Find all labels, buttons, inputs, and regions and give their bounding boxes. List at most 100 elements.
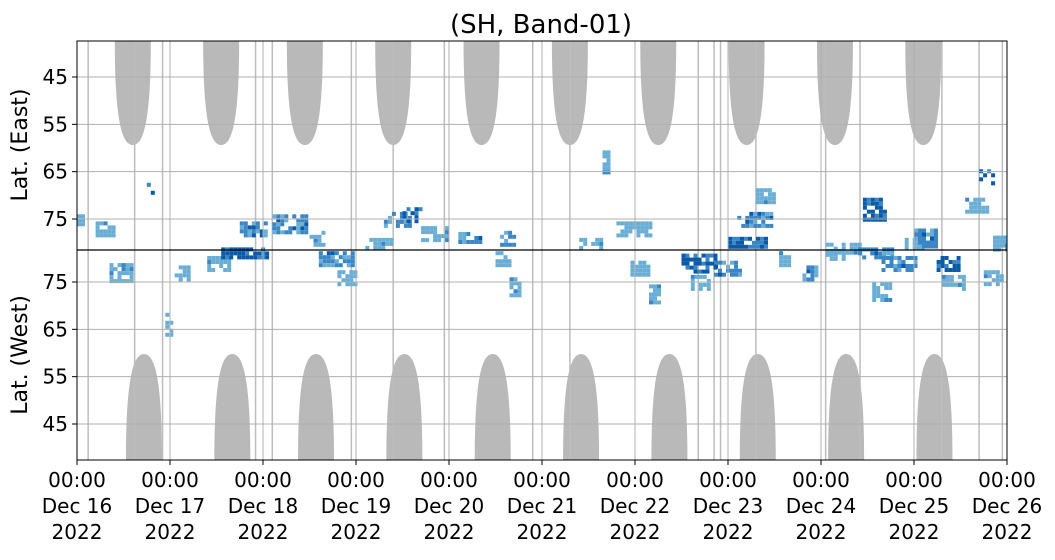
- echo-cell: [508, 242, 513, 247]
- echo-cell: [317, 234, 322, 239]
- echo-cell: [288, 226, 293, 231]
- echo-cell: [749, 211, 754, 216]
- x-tick-label: Dec 19: [321, 494, 392, 518]
- echo-cell: [714, 260, 718, 265]
- x-tick-label: 2022: [517, 520, 568, 544]
- no-data-region-top: [286, 41, 323, 145]
- echo-cell: [255, 225, 260, 230]
- echo-cell: [876, 294, 881, 298]
- echo-cell: [787, 259, 792, 264]
- echo-cell: [872, 290, 877, 294]
- echo-cell: [579, 245, 584, 250]
- echo-cell: [321, 230, 326, 235]
- echo-cell: [223, 268, 228, 272]
- echo-cell: [874, 217, 879, 222]
- echo-cell: [653, 284, 657, 289]
- echo-cell: [318, 251, 323, 256]
- echo-cell: [624, 229, 629, 234]
- echo-cell: [109, 267, 114, 272]
- echo-cell: [979, 177, 984, 182]
- echo-cell: [243, 233, 248, 238]
- echo-cell: [211, 260, 216, 264]
- echo-cell: [904, 237, 909, 242]
- echo-cell: [961, 286, 966, 291]
- echo-cell: [689, 257, 694, 262]
- x-tick-label: Dec 18: [228, 494, 299, 518]
- echo-cell: [685, 257, 690, 262]
- echo-cell: [125, 279, 130, 284]
- echo-cell: [474, 236, 479, 240]
- echo-cell: [1005, 235, 1007, 240]
- echo-cell: [595, 241, 600, 246]
- echo-cell: [649, 284, 653, 289]
- echo-cell: [969, 205, 974, 210]
- echo-cell: [953, 282, 958, 287]
- echo-cell: [693, 269, 698, 274]
- echo-cell: [579, 237, 584, 242]
- echo-cell: [987, 274, 992, 279]
- echo-cell: [229, 251, 234, 256]
- echo-cell: [638, 268, 643, 273]
- echo-cell: [111, 229, 116, 234]
- echo-cell: [111, 225, 116, 230]
- echo-cell: [866, 209, 871, 214]
- echo-cell: [912, 241, 917, 246]
- echo-cell: [771, 196, 776, 201]
- echo-cell: [129, 275, 134, 280]
- echo-cell: [705, 265, 710, 270]
- echo-cell: [225, 251, 230, 256]
- echo-cell: [872, 286, 877, 290]
- echo-cell: [698, 282, 703, 287]
- echo-cell: [752, 240, 756, 245]
- echo-cell: [350, 263, 355, 268]
- echo-cell: [640, 221, 645, 226]
- echo-cell: [414, 207, 419, 212]
- echo-cell: [936, 268, 941, 272]
- echo-cell: [508, 234, 513, 239]
- echo-cell: [265, 251, 270, 256]
- echo-cell: [753, 215, 758, 220]
- echo-cell: [219, 264, 224, 268]
- echo-cell: [905, 268, 910, 272]
- x-tick-label: 00:00: [420, 468, 478, 492]
- echo-cell: [693, 265, 698, 270]
- echo-cell: [741, 223, 746, 228]
- echo-cell: [874, 197, 879, 202]
- echo-cell: [930, 244, 934, 249]
- echo-cell: [334, 263, 339, 268]
- echo-cell: [276, 226, 281, 231]
- echo-cell: [602, 162, 607, 167]
- y-tick-label-east: 75: [43, 207, 68, 231]
- echo-cell: [936, 260, 941, 264]
- echo-cell: [276, 218, 281, 223]
- echo-cell: [779, 259, 784, 264]
- echo-cell: [759, 196, 764, 201]
- echo-cell: [321, 242, 326, 247]
- echo-cell: [833, 256, 838, 261]
- echo-cell: [732, 236, 736, 241]
- echo-cell: [606, 154, 611, 159]
- echo-cell: [878, 205, 883, 210]
- echo-cell: [922, 240, 926, 245]
- echo-cell: [884, 286, 889, 290]
- echo-cell: [247, 233, 252, 238]
- echo-cell: [736, 240, 740, 245]
- x-tick-label: 2022: [52, 520, 103, 544]
- echo-cell: [113, 267, 118, 272]
- echo-cell: [229, 255, 234, 260]
- echo-cell: [981, 205, 986, 210]
- echo-cell: [732, 244, 736, 249]
- x-tick-label: 00:00: [885, 468, 943, 492]
- echo-cell: [870, 209, 875, 214]
- x-tick-label: 00:00: [978, 468, 1036, 492]
- echo-cell: [849, 250, 854, 255]
- echo-cell: [657, 292, 661, 297]
- echo-cell: [853, 250, 858, 255]
- echo-cell: [870, 217, 875, 222]
- echo-cell: [169, 332, 174, 337]
- echo-cell: [638, 260, 643, 265]
- echo-cell: [304, 218, 309, 223]
- echo-cell: [901, 260, 906, 264]
- echo-cell: [969, 209, 974, 214]
- echo-cell: [841, 248, 846, 253]
